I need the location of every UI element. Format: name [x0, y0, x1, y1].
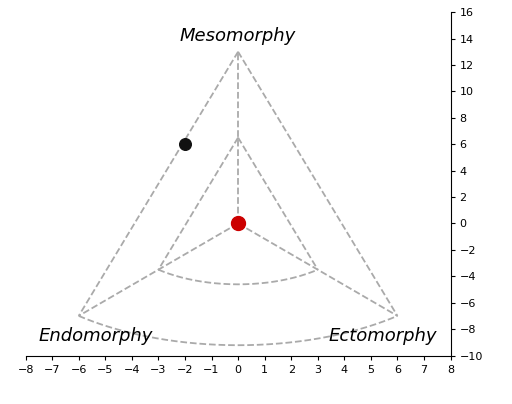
- Text: Mesomorphy: Mesomorphy: [180, 27, 296, 45]
- Text: Ectomorphy: Ectomorphy: [329, 327, 437, 345]
- Point: [234, 220, 242, 227]
- Point: [181, 141, 189, 147]
- Text: Endomorphy: Endomorphy: [39, 327, 153, 345]
